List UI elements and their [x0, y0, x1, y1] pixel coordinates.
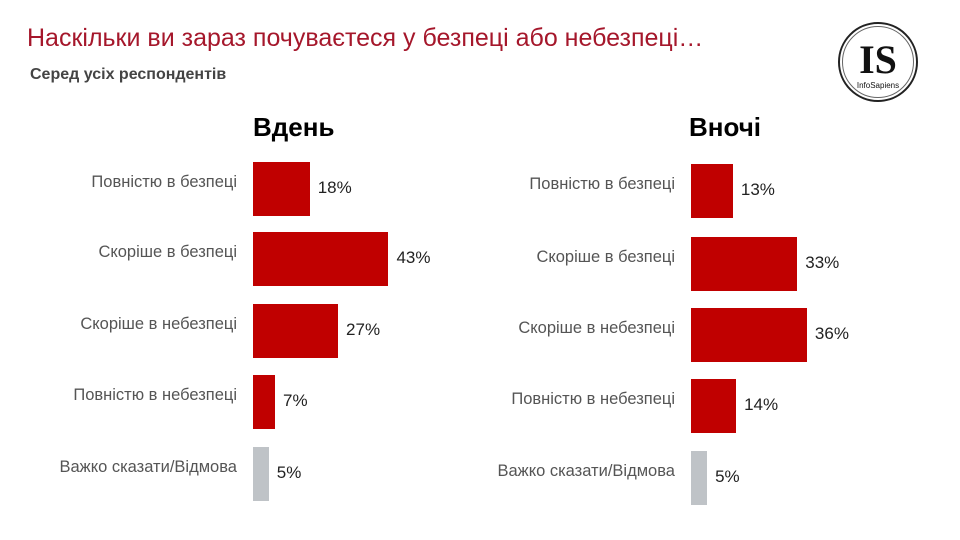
panel-title: Вночі	[689, 112, 762, 142]
bar	[253, 447, 269, 501]
category-label: Важко сказати/Відмова	[59, 458, 237, 476]
bar	[253, 375, 276, 429]
data-label: 5%	[715, 467, 740, 486]
infosapiens-logo: IS InfoSapiens	[838, 22, 918, 102]
data-label: 36%	[814, 324, 849, 343]
data-label: 14%	[744, 395, 779, 414]
bar	[691, 164, 733, 218]
data-label: 33%	[805, 253, 840, 272]
data-label: 27%	[346, 320, 381, 339]
category-label: Повністю в безпеці	[529, 175, 675, 193]
bar	[253, 162, 310, 216]
category-label: Скоріше в небезпеці	[80, 315, 237, 333]
bar	[253, 232, 389, 286]
page-title: Наскільки ви зараз почуваєтеся у безпеці…	[27, 24, 704, 52]
panel-title: Вдень	[253, 112, 335, 142]
data-label: 43%	[396, 248, 431, 267]
data-label: 5%	[276, 463, 302, 482]
bar	[691, 451, 708, 505]
data-label: 7%	[283, 391, 308, 410]
svg-text:InfoSapiens: InfoSapiens	[857, 81, 899, 90]
bar	[691, 379, 737, 433]
svg-text:IS: IS	[859, 37, 897, 82]
bar	[691, 308, 807, 362]
category-label: Скоріше в безпеці	[98, 243, 237, 261]
category-label: Скоріше в безпеці	[536, 248, 675, 266]
bar	[691, 237, 798, 291]
category-label: Повністю в небезпеці	[73, 386, 237, 404]
data-label: 18%	[317, 178, 352, 197]
category-label: Повністю в безпеці	[91, 173, 237, 191]
bar	[253, 304, 339, 358]
data-label: 13%	[740, 180, 775, 199]
category-label: Повністю в небезпеці	[511, 390, 675, 408]
page-subtitle: Серед усіх респондентів	[30, 66, 227, 83]
category-label: Важко сказати/Відмова	[497, 462, 675, 480]
category-label: Скоріше в небезпеці	[518, 319, 675, 337]
